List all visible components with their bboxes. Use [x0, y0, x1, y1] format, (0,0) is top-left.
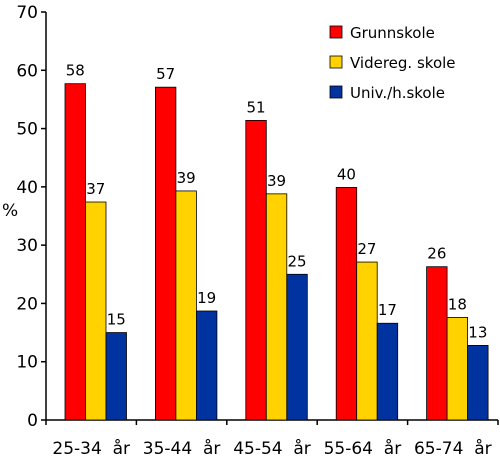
y-tick-label: 0 — [27, 411, 38, 431]
data-label: 58 — [66, 62, 85, 80]
data-label: 37 — [86, 180, 105, 198]
data-label: 15 — [107, 311, 126, 329]
bar — [467, 344, 489, 421]
data-label: 39 — [177, 169, 196, 187]
data-label: 25 — [288, 252, 307, 270]
bar — [175, 190, 197, 421]
y-axis-label: % — [2, 201, 18, 221]
bar — [195, 310, 218, 421]
data-label: 39 — [267, 172, 286, 190]
bar — [335, 187, 358, 421]
y-tick-label: 50 — [16, 120, 38, 140]
data-label: 26 — [427, 245, 446, 263]
bar — [85, 201, 107, 421]
bar — [376, 322, 399, 421]
y-tick-label: 40 — [16, 178, 38, 198]
legend-swatch — [329, 55, 343, 69]
data-label: 13 — [468, 323, 487, 341]
x-category-label: 65-74 år — [414, 438, 492, 459]
y-tick-label: 60 — [16, 61, 38, 81]
plot-area: 0 10 20 30 40 50 60 70 58 37 15 25-34 år 57 39 19 35-44… — [16, 3, 499, 459]
bar — [446, 317, 469, 421]
data-label: 40 — [337, 165, 356, 183]
data-label: 57 — [156, 65, 175, 83]
y-tick-label: 10 — [16, 353, 38, 373]
x-category-label: 45-54 år — [233, 438, 311, 459]
legend-swatch — [329, 85, 343, 99]
legend: Grunnskole Videreg. skole Univ./h.skole — [329, 24, 456, 102]
data-label: 27 — [357, 240, 376, 258]
bar — [64, 83, 86, 421]
bar — [154, 86, 177, 421]
legend-label: Univ./h.skole — [350, 84, 445, 102]
data-label: 17 — [378, 301, 397, 319]
data-label: 18 — [448, 295, 467, 313]
x-category-label: 35-44 år — [143, 438, 221, 459]
data-label: 19 — [197, 289, 216, 307]
data-label: 51 — [247, 98, 266, 116]
x-category-label: 25-34 år — [52, 438, 130, 459]
bar — [105, 332, 127, 421]
bar — [286, 273, 308, 421]
y-tick-label: 30 — [16, 236, 38, 256]
bar — [356, 261, 378, 421]
legend-label: Videreg. skole — [350, 54, 456, 72]
bar — [426, 266, 448, 421]
bar — [245, 120, 267, 421]
legend-swatch — [329, 25, 343, 39]
legend-label: Grunnskole — [350, 24, 435, 42]
bar — [265, 193, 288, 421]
y-tick-label: 20 — [16, 294, 38, 314]
y-tick-label: 70 — [16, 3, 38, 23]
x-category-label: 55-64 år — [324, 438, 402, 459]
